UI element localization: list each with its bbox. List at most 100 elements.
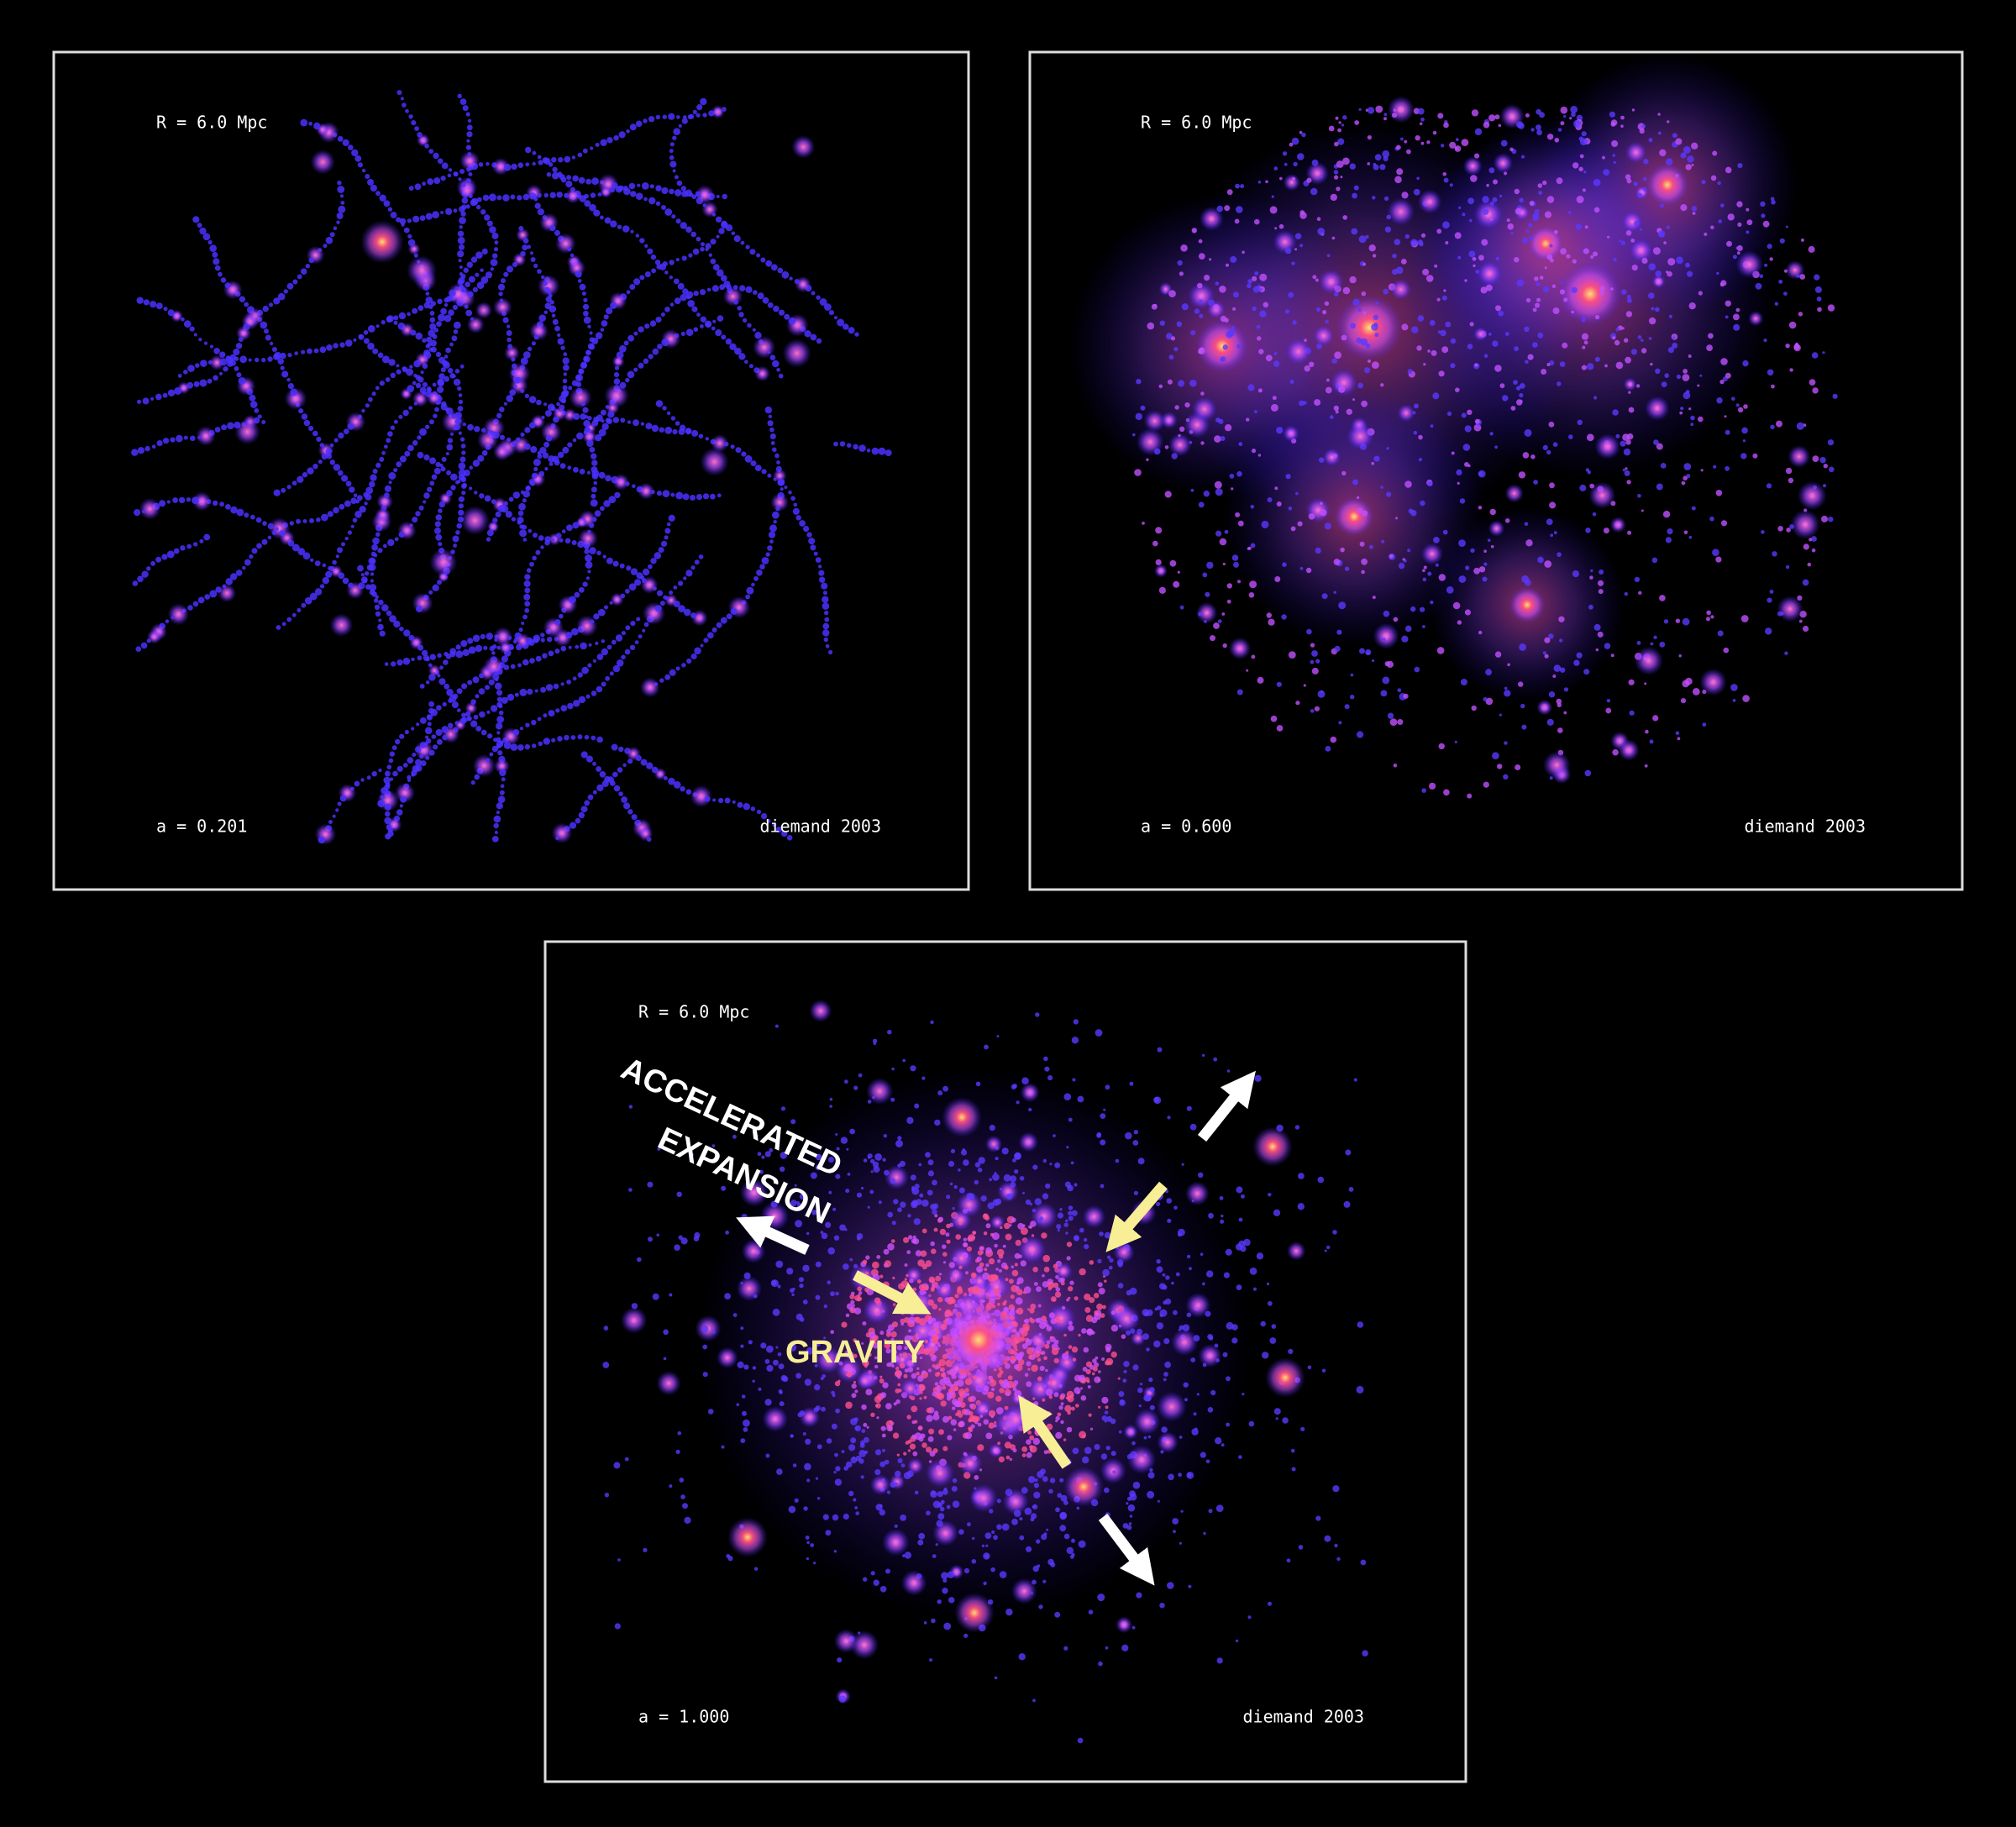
particle [906,1250,911,1255]
particle [497,505,506,512]
particle [876,1255,881,1259]
particle [1520,703,1525,709]
particle [1274,486,1278,491]
particle [912,1451,918,1457]
particle [609,780,616,786]
particle [1420,500,1425,507]
particle [1519,197,1524,203]
particle [1559,667,1566,673]
particle [899,1160,906,1168]
particle [711,104,725,119]
particle [1231,487,1234,491]
particle [751,582,755,587]
particle [863,1436,869,1443]
particle [203,341,208,345]
particle [1250,505,1255,509]
particle [1620,240,1625,245]
particle [1063,1533,1070,1540]
particle [984,1409,988,1413]
particle [825,644,830,648]
particle [592,790,597,795]
particle [583,316,591,324]
particle [1814,286,1822,293]
particle [183,370,188,375]
particle [1305,497,1331,523]
particle [684,1516,691,1524]
particle [1236,470,1242,477]
particle [1467,344,1473,349]
particle [1342,215,1347,220]
particle [1248,1420,1255,1427]
particle [1291,1467,1296,1472]
particle [752,1366,757,1370]
particle [1535,302,1540,308]
particle [1497,764,1503,769]
particle [1042,1281,1049,1288]
particle [1001,1147,1009,1155]
particle [1381,539,1385,543]
particle [497,283,506,291]
particle [715,216,722,223]
particle [496,412,502,418]
particle [1180,1509,1184,1513]
particle [1026,1452,1032,1458]
particle [858,1073,863,1078]
particle [1732,699,1736,702]
particle [1796,422,1804,430]
particle [1136,379,1142,385]
particle [1167,1582,1174,1589]
particle [1796,274,1800,278]
particle [1153,448,1161,455]
particle [624,648,631,655]
particle [830,1330,834,1334]
particle [1724,415,1727,418]
particle [1599,570,1604,575]
particle [806,1231,810,1236]
particle [475,251,483,260]
particle [1666,225,1670,229]
particle [1715,556,1722,563]
particle [1164,1298,1172,1305]
particle [1553,664,1562,672]
particle [1076,1506,1080,1510]
particle [1610,287,1614,291]
particle [1663,619,1669,624]
particle [433,177,441,185]
particle [549,305,557,313]
particle [880,1425,886,1431]
particle [703,638,709,643]
particle [858,1450,867,1457]
particle [647,248,654,255]
particle [1462,444,1471,451]
particle [1640,228,1643,231]
particle [1680,698,1687,704]
particle [659,678,664,683]
particle [423,302,430,309]
particle [1549,360,1555,366]
particle [1492,752,1499,759]
particle [490,705,498,712]
particle [1314,706,1320,711]
particle [1522,452,1530,459]
particle [1472,256,1477,261]
particle [791,134,816,159]
particle [256,543,262,549]
particle [1414,666,1420,673]
particle [1473,199,1504,229]
particle [314,560,321,566]
particle [634,579,642,586]
particle [1065,1219,1068,1223]
particle [880,1392,887,1399]
particle [532,161,536,166]
particle [998,1456,1005,1462]
particle [1117,1283,1124,1289]
particle [1651,307,1655,311]
particle [1458,539,1466,547]
particle [558,157,564,163]
particle [641,182,649,190]
particle [517,162,524,168]
particle [690,495,696,501]
particle [672,428,678,435]
particle [417,435,422,440]
particle [470,317,475,321]
